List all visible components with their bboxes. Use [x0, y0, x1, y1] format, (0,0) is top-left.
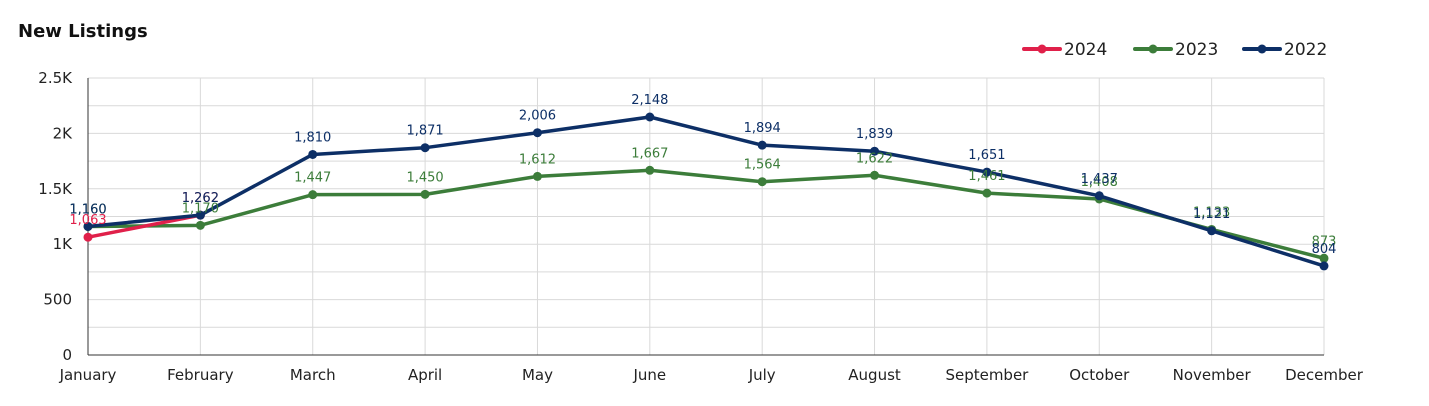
data-label-2023: 1,133 — [1193, 205, 1230, 220]
x-tick-label: November — [1173, 366, 1252, 384]
data-point-2022 — [1207, 226, 1217, 236]
data-label-2022: 1,437 — [1081, 172, 1118, 187]
data-point-2022 — [420, 143, 430, 153]
series-line-2023 — [86, 168, 1326, 261]
y-tick-label: 1K — [53, 235, 74, 253]
data-point-2023 — [870, 170, 880, 180]
data-point-2022 — [1319, 261, 1329, 271]
data-label-2022: 1,651 — [968, 148, 1005, 163]
y-tick-label: 2K — [53, 124, 74, 142]
data-point-2023 — [1319, 253, 1329, 263]
data-point-2022 — [982, 167, 992, 177]
data-label-2023: 1,622 — [856, 151, 893, 166]
data-label-2023: 1,461 — [968, 169, 1005, 184]
data-point-2023 — [757, 177, 767, 187]
x-tick-label: June — [632, 366, 666, 384]
data-point-2022 — [645, 112, 655, 122]
x-tick-label: July — [748, 366, 776, 384]
data-point-2022 — [308, 149, 318, 159]
data-point-2023 — [982, 188, 992, 198]
data-label-2022: 1,810 — [294, 130, 331, 145]
data-label-2023: 873 — [1312, 234, 1337, 249]
data-point-2022 — [195, 210, 205, 220]
legend-marker-2024 — [1037, 44, 1047, 54]
series-line-2022 — [86, 115, 1326, 268]
x-tick-label: April — [408, 366, 442, 384]
data-label-2022: 804 — [1312, 242, 1337, 257]
data-label-2022: 1,262 — [182, 191, 219, 206]
x-tick-label: May — [522, 366, 553, 384]
legend-label-2024: 2024 — [1064, 40, 1107, 60]
legend-label-2022: 2022 — [1284, 40, 1327, 60]
data-point-2022 — [532, 128, 542, 138]
data-label-2024: 1,063 — [69, 213, 106, 228]
legend-label-2023: 2023 — [1175, 40, 1218, 60]
data-label-2022: 1,839 — [856, 127, 893, 142]
data-label-2023: 1,450 — [406, 170, 443, 185]
legend-marker-2022 — [1257, 44, 1267, 54]
x-tick-label: August — [848, 366, 901, 384]
y-tick-label: 1.5K — [38, 180, 73, 198]
y-tick-label: 500 — [43, 291, 72, 309]
data-point-2022 — [83, 221, 93, 231]
legend-marker-2023 — [1148, 44, 1158, 54]
data-label-2023: 1,170 — [182, 201, 219, 216]
data-label-2024: 1,262 — [182, 191, 219, 206]
data-label-2022: 1,871 — [406, 124, 443, 139]
data-point-2022 — [757, 140, 767, 150]
data-point-2022 — [1094, 191, 1104, 201]
data-label-2023: 1,408 — [1081, 175, 1118, 190]
data-label-2022: 2,006 — [519, 109, 556, 124]
data-label-2022: 1,894 — [744, 121, 781, 136]
data-label-2023: 1,612 — [519, 152, 556, 167]
data-label-2022: 2,148 — [631, 93, 668, 108]
data-point-2023 — [195, 220, 205, 230]
x-tick-label: February — [167, 366, 234, 384]
y-tick-label: 0 — [62, 346, 72, 364]
y-tick-label: 2.5K — [38, 69, 73, 87]
data-label-2023: 1,667 — [631, 146, 668, 161]
data-label-2023: 1,447 — [294, 171, 331, 186]
data-point-2023 — [645, 165, 655, 175]
data-point-2024 — [83, 232, 93, 242]
data-point-2023 — [532, 171, 542, 181]
series-line-2024 — [86, 213, 203, 239]
data-point-2023 — [420, 189, 430, 199]
data-label-2022: 1,160 — [69, 202, 106, 217]
x-tick-label: March — [290, 366, 336, 384]
chart-title: New Listings — [18, 21, 148, 42]
data-label-2023: 1,160 — [69, 202, 106, 217]
x-tick-label: September — [945, 366, 1029, 384]
x-tick-label: December — [1285, 366, 1364, 384]
data-point-2022 — [870, 146, 880, 156]
x-tick-label: January — [59, 366, 117, 384]
data-point-2023 — [308, 190, 318, 200]
data-label-2022: 1,121 — [1193, 207, 1230, 222]
x-tick-label: October — [1069, 366, 1130, 384]
data-label-2023: 1,564 — [744, 158, 781, 173]
